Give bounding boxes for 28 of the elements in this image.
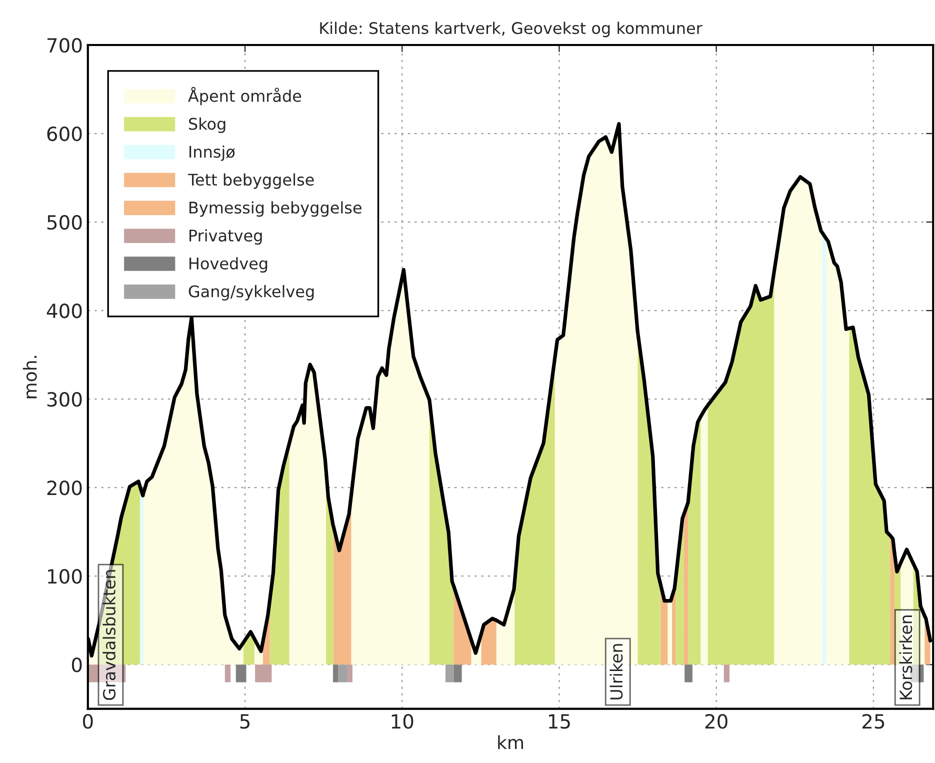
y-tick-label: 700: [48, 38, 82, 53]
x-tick-label: 0: [82, 714, 93, 729]
x-tick-label: 10: [392, 714, 414, 729]
y-tick-label: 300: [47, 392, 82, 407]
legend-label: Bymessig bebyggelse: [190, 201, 362, 217]
y-tick-label: 0: [72, 658, 82, 672]
x-tick-label: 5: [240, 714, 250, 729]
x-axis-title: km: [498, 735, 523, 750]
legend-label: Hovedveg: [190, 257, 268, 273]
y-tick-label: 600: [47, 126, 82, 142]
legend-label: Privatveg: [190, 229, 262, 245]
legend-label: Åpent område: [188, 86, 302, 106]
y-tick-label: 200: [47, 480, 82, 496]
legend-label: Innsjø: [190, 145, 235, 161]
legend-label: Tett bebyggelse: [188, 173, 314, 189]
legend-label: Skog: [189, 118, 226, 133]
y-tick-label: 500: [47, 214, 82, 230]
legend-label: Gang/sykkelveg: [188, 285, 314, 300]
x-tick-label: 20: [705, 714, 728, 729]
x-tick-label: 15: [548, 714, 570, 729]
y-tick-label: 400: [46, 303, 82, 318]
annotation: Korskirken: [899, 615, 912, 700]
y-axis-title: moh.: [22, 356, 37, 398]
annotation: Ulriken: [610, 644, 623, 700]
x-tick-label: 25: [862, 714, 884, 729]
annotation: Gravdalsbukten: [102, 570, 116, 700]
chart-title: Kilde: Statens kartverk, Geovekst og kommuner: [320, 22, 702, 38]
y-tick-label: 100: [48, 569, 82, 584]
